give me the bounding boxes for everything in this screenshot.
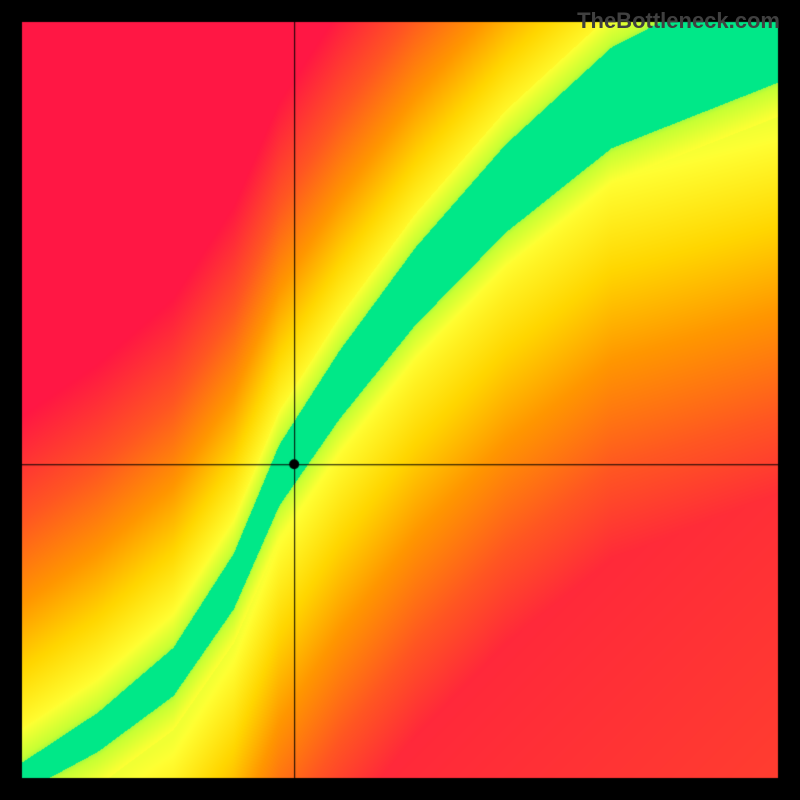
root: TheBottleneck.com — [0, 0, 800, 800]
bottleneck-heatmap — [0, 0, 800, 800]
watermark-text: TheBottleneck.com — [577, 8, 780, 34]
